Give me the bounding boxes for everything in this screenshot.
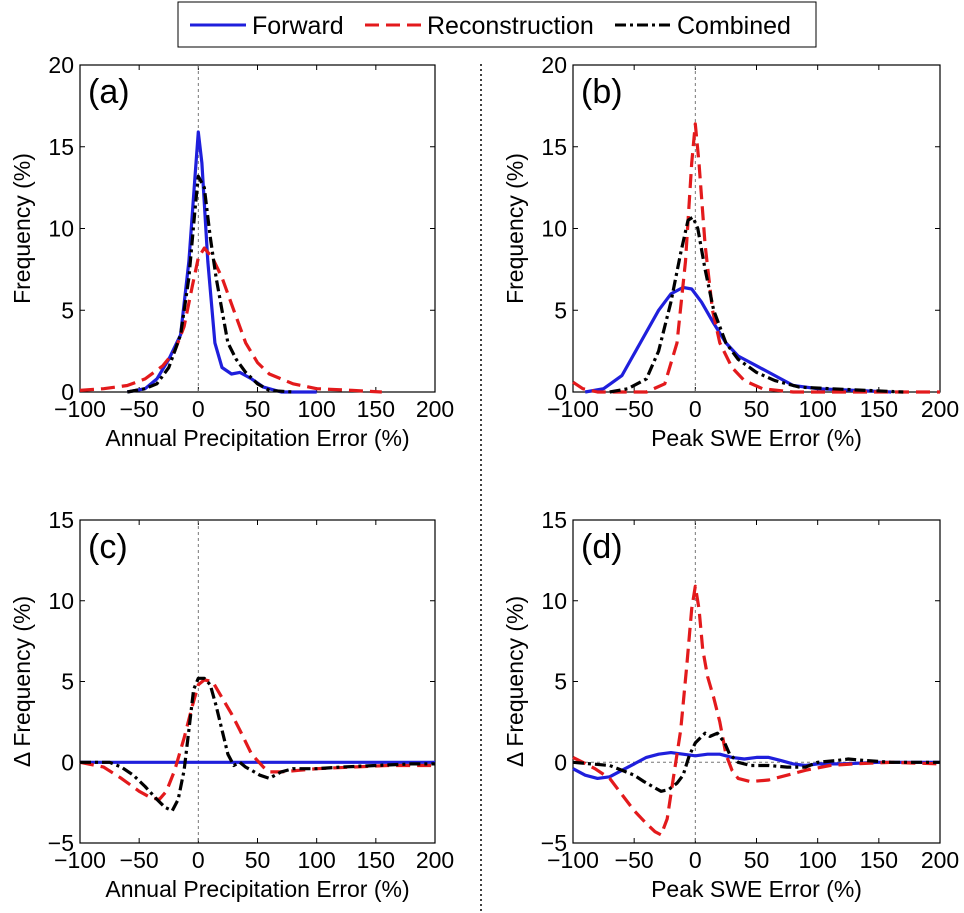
chart-0-xtick-label-6: 200 <box>416 396 454 422</box>
panel-b: −100 −50 0 50 100 150 200 0 5 10 15 20 (b) Peak SWE E… <box>502 52 959 451</box>
chart-3-y-axis-label: Δ Frequency (%) <box>502 596 528 767</box>
chart-3-series-reconstruction-line <box>572 584 941 837</box>
chart-3-series-combined-line <box>572 731 940 793</box>
chart-0-xtick-label-0: −100 <box>54 396 106 422</box>
chart-0-ytick-label-2: 10 <box>48 216 74 242</box>
legend: Forward Reconstruction Combined <box>177 1 817 48</box>
chart-3-ytick-label-0: −5 <box>541 830 567 856</box>
chart-2-series-combined-line <box>80 676 435 813</box>
chart-0-ytick-label-0: 0 <box>61 379 74 405</box>
chart-2-ytick-label-3: 10 <box>48 588 74 614</box>
legend-label-reconstruction: Reconstruction <box>427 12 594 40</box>
chart-3-xtick-label-1: −50 <box>615 847 654 873</box>
chart-1-ytick-label-1: 5 <box>554 297 567 323</box>
legend-label-combined: Combined <box>677 12 791 40</box>
chart-1-series-combined-line <box>609 215 904 394</box>
chart-1-xtick-label-1: −50 <box>615 396 654 422</box>
chart-2-xtick-label-0: −100 <box>54 847 106 873</box>
chart-3-panel-label: (d) <box>581 528 623 566</box>
chart-3-ytick-label-3: 10 <box>541 588 567 614</box>
chart-3-axes-frame <box>572 519 941 844</box>
chart-0-xtick-label-2: 0 <box>192 396 205 422</box>
chart-3-series-forward-line <box>572 751 940 780</box>
chart-2-xtick-label-4: 100 <box>297 847 335 873</box>
chart-1-xtick-label-4: 100 <box>798 396 836 422</box>
chart-0-series-reconstruction-line <box>79 246 382 394</box>
chart-2-xtick-label-2: 0 <box>192 847 205 873</box>
chart-0-series-forward-line <box>127 130 317 394</box>
chart-1-xtick-label-6: 200 <box>921 396 959 422</box>
chart-2-panel-label: (c) <box>88 528 128 566</box>
chart-3-xtick-label-6: 200 <box>921 847 959 873</box>
legend-label-forward: Forward <box>252 12 344 40</box>
panel-a: −100 −50 0 50 100 150 200 0 5 10 15 20 (a) Annual Pre… <box>9 52 454 451</box>
chart-0-panel-label: (a) <box>88 73 130 111</box>
chart-1-ytick-label-4: 20 <box>541 52 567 78</box>
chart-3-xtick-label-0: −100 <box>547 847 599 873</box>
chart-1-y-axis-label: Frequency (%) <box>502 153 528 304</box>
chart-2-axes-frame <box>79 519 436 844</box>
chart-2-ytick-label-0: −5 <box>48 830 74 856</box>
chart-2-y-axis-label: Δ Frequency (%) <box>9 596 35 767</box>
chart-0-ytick-label-4: 20 <box>48 52 74 78</box>
legend-box <box>177 1 817 48</box>
chart-1-panel-label: (b) <box>581 73 623 111</box>
chart-1-ytick-label-0: 0 <box>554 379 567 405</box>
chart-2-xtick-label-1: −50 <box>120 847 159 873</box>
chart-2-ytick-label-4: 15 <box>48 507 74 533</box>
chart-0-series-combined-line <box>127 174 294 394</box>
chart-2-ytick-label-1: 0 <box>61 749 74 775</box>
chart-1-xtick-label-3: 50 <box>744 396 770 422</box>
chart-3-ytick-label-4: 15 <box>541 507 567 533</box>
chart-2-ytick-label-2: 5 <box>61 669 74 695</box>
chart-0-ytick-label-1: 5 <box>61 297 74 323</box>
chart-2-xtick-label-6: 200 <box>416 847 454 873</box>
chart-3-ytick-label-1: 0 <box>554 749 567 775</box>
chart-0-axes-frame <box>79 64 436 393</box>
chart-1-xtick-label-5: 150 <box>860 396 898 422</box>
chart-0-x-axis-label: Annual Precipitation Error (%) <box>105 425 409 451</box>
chart-1-xtick-label-0: −100 <box>547 396 599 422</box>
chart-3-xtick-label-2: 0 <box>689 847 702 873</box>
chart-3-xtick-label-5: 150 <box>860 847 898 873</box>
chart-3-xtick-label-4: 100 <box>798 847 836 873</box>
chart-2-xtick-label-3: 50 <box>245 847 271 873</box>
chart-0-xtick-label-5: 150 <box>357 396 395 422</box>
chart-2-series-reconstruction-line <box>79 678 435 801</box>
chart-3-xtick-label-3: 50 <box>744 847 770 873</box>
chart-0-ytick-label-3: 15 <box>48 134 74 160</box>
chart-0-y-axis-label: Frequency (%) <box>9 153 35 304</box>
chart-2-x-axis-label: Annual Precipitation Error (%) <box>105 876 409 902</box>
chart-3-ytick-label-2: 5 <box>554 669 567 695</box>
chart-1-axes-frame <box>572 64 941 393</box>
chart-3-x-axis-label: Peak SWE Error (%) <box>651 876 862 902</box>
chart-2-xtick-label-5: 150 <box>357 847 395 873</box>
chart-1-series-reconstruction-line <box>572 122 940 394</box>
chart-0-xtick-label-3: 50 <box>245 396 271 422</box>
chart-1-x-axis-label: Peak SWE Error (%) <box>651 425 862 451</box>
chart-0-xtick-label-4: 100 <box>297 396 335 422</box>
chart-1-ytick-label-2: 10 <box>541 216 567 242</box>
chart-1-xtick-label-2: 0 <box>689 396 702 422</box>
chart-1-ytick-label-3: 15 <box>541 134 567 160</box>
chart-0-xtick-label-1: −50 <box>120 396 159 422</box>
